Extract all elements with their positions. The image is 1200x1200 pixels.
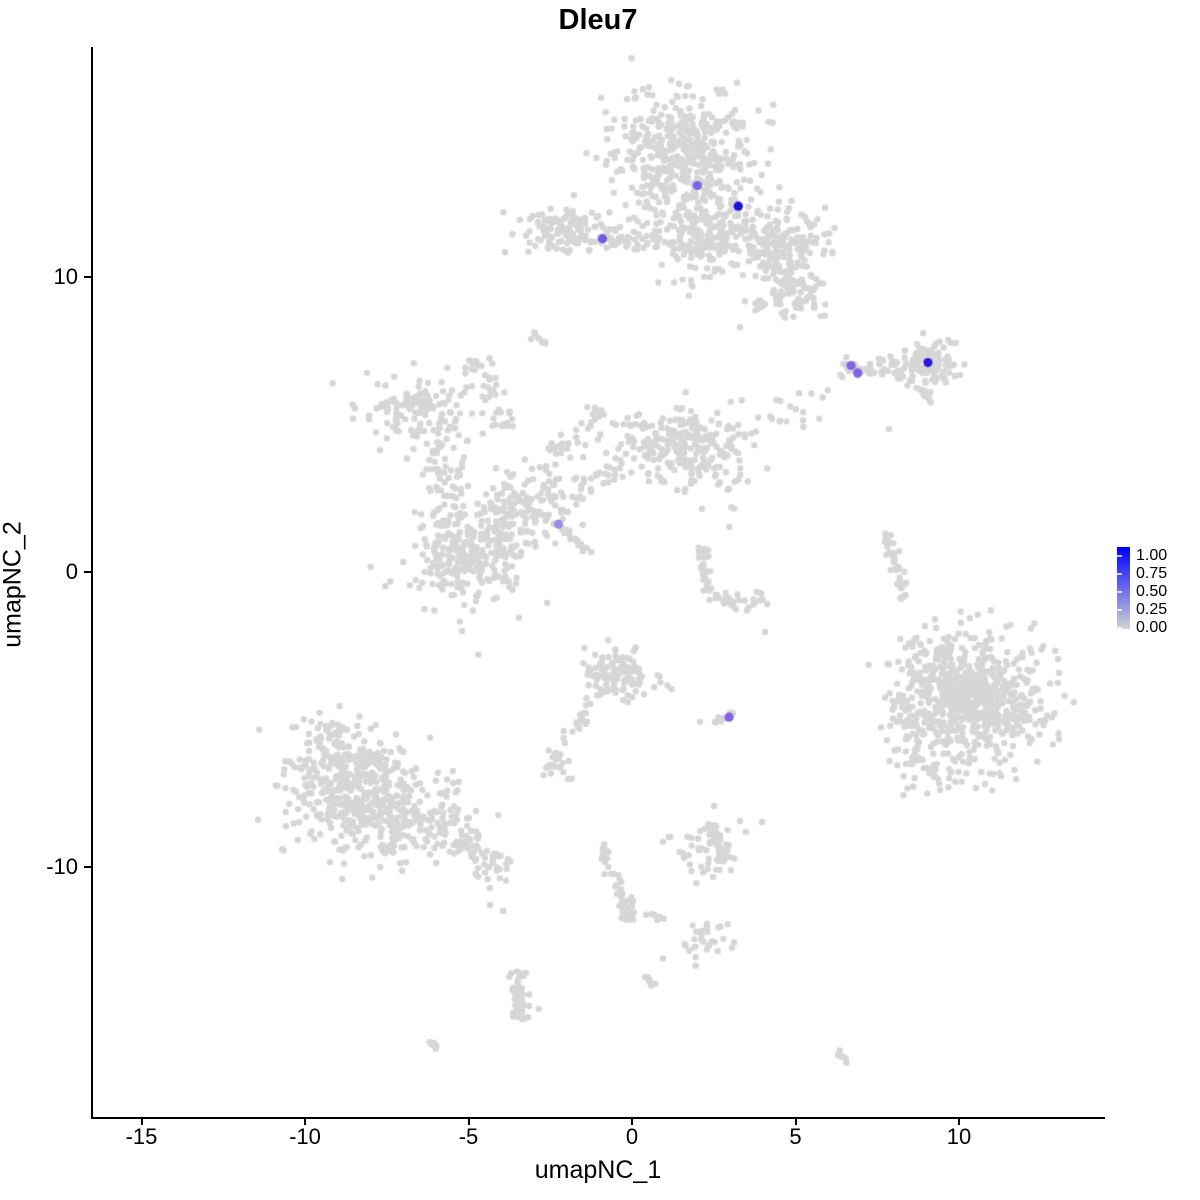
x-tick-label: 0 [625,1124,639,1149]
y-axis-tick [84,571,92,573]
x-tick-label: -15 [125,1124,158,1149]
x-tick-label: -10 [289,1124,321,1149]
legend-label: 0.50 [1136,583,1168,600]
y-axis-title: umapNC_2 [0,521,27,648]
legend-labels: 1.00 0.75 0.50 0.25 0.00 [1136,547,1167,637]
x-tick-label: 5 [789,1124,802,1149]
y-tick-label: 0 [65,559,78,584]
x-axis-title: umapNC_1 [534,1156,662,1184]
legend-tick-mark [1117,555,1122,557]
x-axis-tick [794,1117,797,1125]
y-tick-label: 10 [53,264,78,289]
legend-label: 0.00 [1136,619,1168,636]
legend-tick-mark [1117,591,1122,593]
legend-tick-mark [1117,609,1122,611]
x-tick-label: -5 [458,1124,479,1149]
x-axis-tick [304,1117,306,1125]
x-tick-label: 10 [946,1124,972,1149]
y-tick-label: -10 [46,854,78,879]
legend-gradient-bar [1117,547,1130,629]
x-axis-tick [631,1117,633,1125]
legend-label: 0.75 [1136,565,1168,582]
x-axis-tick [958,1117,960,1125]
x-axis-tick [140,1117,143,1125]
legend-label: 1.00 [1136,547,1168,564]
y-axis-tick [84,866,92,868]
y-axis-tick [84,276,92,278]
legend-label: 0.25 [1136,601,1168,618]
legend-tick-mark [1117,573,1122,575]
legend-tick-mark [1117,627,1122,629]
x-axis-tick [467,1117,470,1125]
